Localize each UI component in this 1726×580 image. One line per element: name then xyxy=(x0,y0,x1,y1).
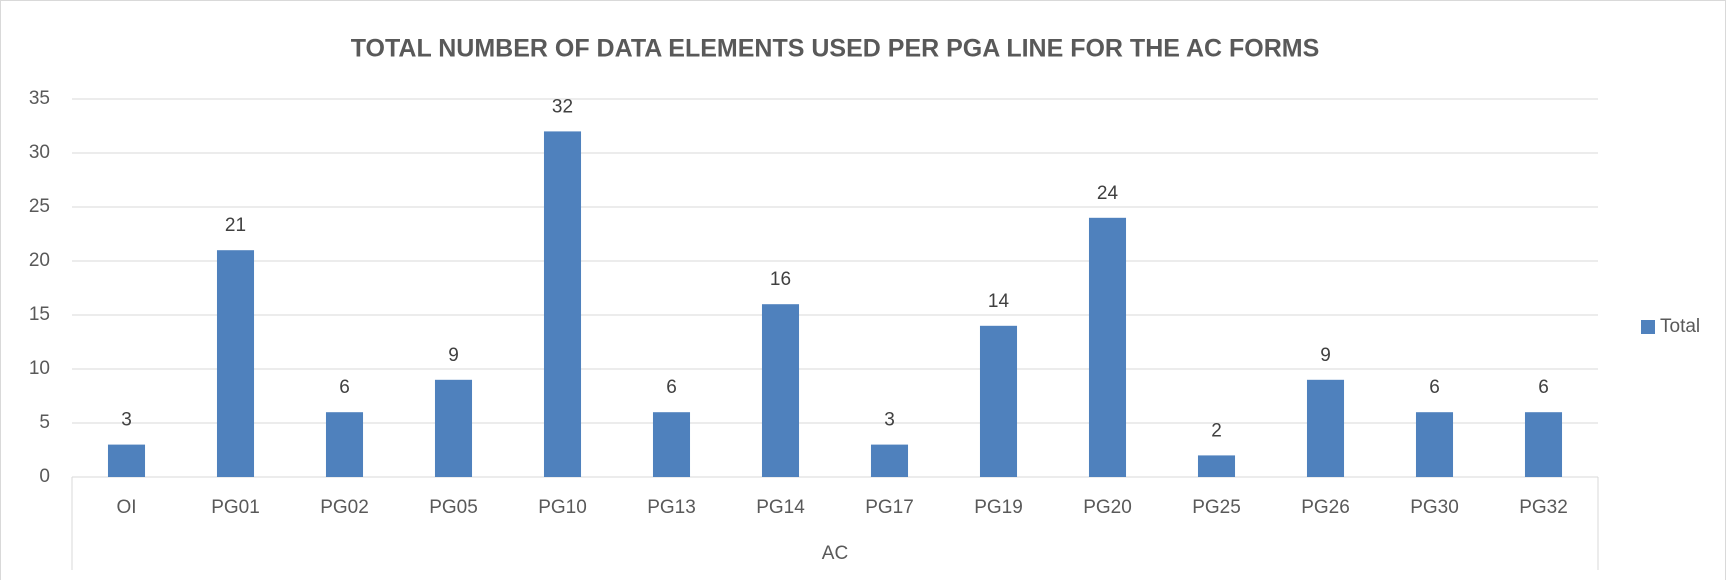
x-tick-label: PG32 xyxy=(1519,497,1568,518)
legend-label: Total xyxy=(1660,316,1700,337)
y-tick-label: 30 xyxy=(29,142,50,163)
data-label: 32 xyxy=(552,96,573,117)
x-group-label: AC xyxy=(822,543,848,564)
x-tick-label: PG17 xyxy=(865,497,914,518)
x-tick-label: PG02 xyxy=(320,497,369,518)
data-label: 9 xyxy=(448,345,459,366)
x-tick-label: PG14 xyxy=(756,497,805,518)
y-tick-label: 15 xyxy=(29,304,50,325)
data-label: 24 xyxy=(1097,183,1119,204)
data-label: 14 xyxy=(988,291,1010,312)
y-tick-label: 20 xyxy=(29,250,50,271)
chart-title: TOTAL NUMBER OF DATA ELEMENTS USED PER P… xyxy=(351,35,1320,63)
data-label: 16 xyxy=(770,269,791,290)
bar xyxy=(761,304,800,477)
bar xyxy=(1197,455,1236,477)
data-label: 21 xyxy=(225,215,246,236)
bar xyxy=(1088,217,1127,478)
x-tick-label: PG01 xyxy=(211,497,260,518)
x-tick-label: PG20 xyxy=(1083,497,1132,518)
data-label: 6 xyxy=(666,377,677,398)
data-label: 6 xyxy=(1538,377,1549,398)
bar xyxy=(979,325,1018,477)
bar xyxy=(1415,412,1454,477)
x-tick-label: PG10 xyxy=(538,497,587,518)
x-tick-label: PG13 xyxy=(647,497,696,518)
bar xyxy=(107,444,146,477)
data-label: 9 xyxy=(1320,345,1331,366)
bar xyxy=(434,379,473,477)
data-label: 2 xyxy=(1211,420,1222,441)
x-tick-label: PG25 xyxy=(1192,497,1241,518)
bar xyxy=(870,444,909,477)
data-label: 3 xyxy=(121,410,132,431)
x-tick-label: PG19 xyxy=(974,497,1023,518)
y-tick-label: 25 xyxy=(29,196,50,217)
x-tick-label: PG05 xyxy=(429,497,478,518)
y-tick-label: 10 xyxy=(29,358,50,379)
data-label: 6 xyxy=(339,377,350,398)
data-label: 6 xyxy=(1429,377,1440,398)
bar xyxy=(216,250,255,477)
legend-swatch xyxy=(1641,320,1655,334)
bar xyxy=(652,412,691,477)
y-tick-label: 0 xyxy=(39,466,50,487)
y-tick-label: 35 xyxy=(29,88,50,109)
x-tick-label: PG26 xyxy=(1301,497,1350,518)
bar xyxy=(325,412,364,477)
bar xyxy=(1524,412,1563,477)
bar xyxy=(1306,379,1345,477)
data-label: 3 xyxy=(884,410,895,431)
y-tick-label: 5 xyxy=(39,412,50,433)
x-tick-label: PG30 xyxy=(1410,497,1459,518)
x-tick-label: OI xyxy=(116,497,136,518)
bar xyxy=(543,131,582,477)
